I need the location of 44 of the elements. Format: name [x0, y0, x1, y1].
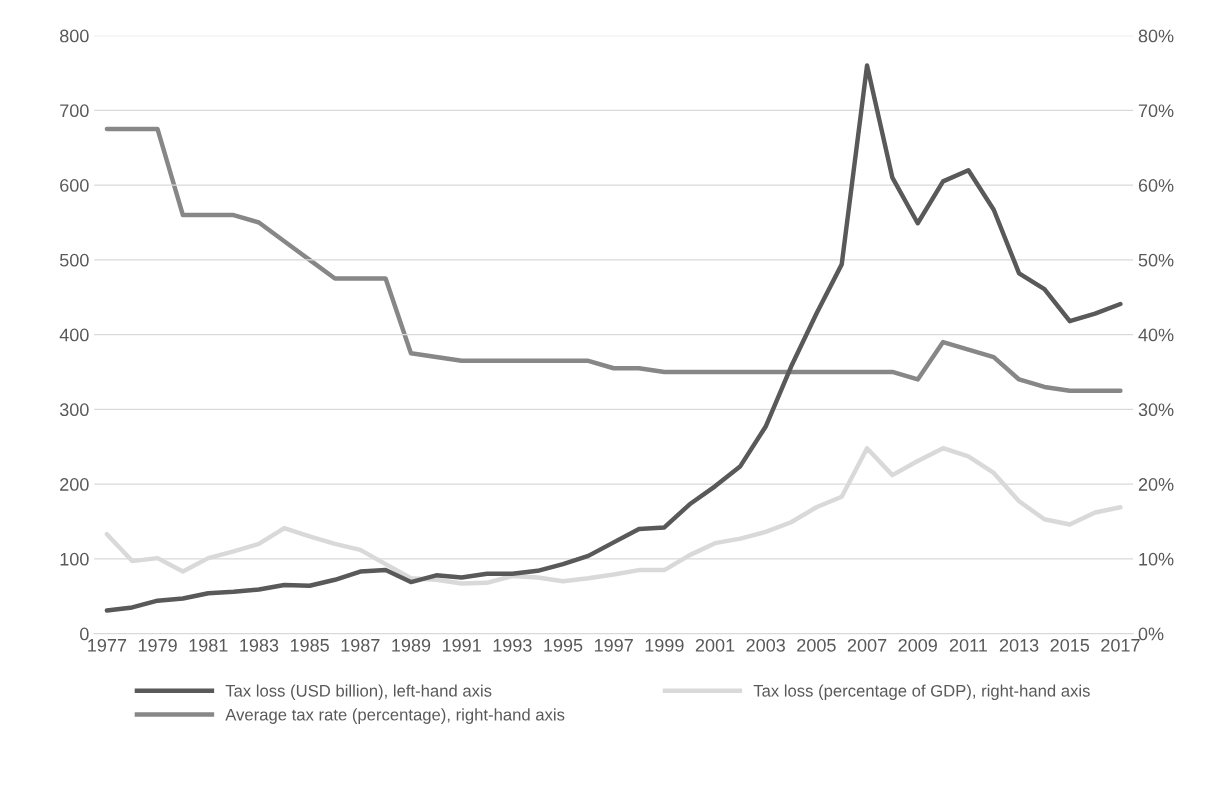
- y-tick-label: 500: [59, 253, 89, 267]
- x-tick-label: 1999: [645, 638, 684, 652]
- y2-tick-label: 40%: [1138, 328, 1174, 342]
- y2-tick-label: 70%: [1138, 104, 1174, 118]
- x-tick-label: 1993: [493, 638, 532, 652]
- x-tick-label: 1989: [392, 638, 431, 652]
- x-tick-label: 1997: [594, 638, 633, 652]
- x-tick-label: 1977: [88, 638, 127, 652]
- line-series: [104, 126, 1123, 393]
- x-tick-label: 2013: [999, 638, 1039, 652]
- y-tick-label: 300: [59, 403, 89, 417]
- y2-tick-label: 0%: [1138, 627, 1164, 641]
- x-tick-label: 1981: [189, 638, 228, 652]
- line-series: [104, 63, 1123, 613]
- y-tick-label: 0: [80, 627, 89, 641]
- y2-tick-label: 20%: [1138, 478, 1174, 491]
- x-tick-label: 2009: [898, 638, 937, 652]
- legend-label: Tax loss (percentage of GDP), right-hand axis: [753, 684, 1090, 701]
- y-tick-label: 200: [60, 478, 89, 491]
- legend-label: Average tax rate (percentage), right-hand axis: [225, 708, 565, 724]
- y2-tick-label: 30%: [1138, 403, 1174, 417]
- y-tick-label: 600: [60, 179, 89, 192]
- x-tick-label: 2003: [746, 638, 785, 652]
- x-tick-label: 2011: [949, 638, 987, 652]
- x-tick-label: 1995: [544, 638, 583, 652]
- x-tick-label: 2007: [847, 638, 887, 652]
- y2-tick-label: 60%: [1138, 179, 1174, 192]
- legend-label: Tax loss (USD billion), left-hand axis: [225, 684, 492, 701]
- x-tick-label: 2001: [695, 638, 735, 652]
- x-tick-label: 1987: [341, 638, 380, 652]
- x-tick-label: 1979: [138, 638, 177, 652]
- x-tick-label: 2015: [1050, 638, 1090, 652]
- y2-tick-label: 50%: [1138, 253, 1174, 267]
- x-tick-label: 1985: [290, 638, 329, 652]
- y-tick-label: 800: [60, 29, 89, 43]
- y2-tick-label: 10%: [1139, 552, 1174, 566]
- x-tick-label: 2005: [797, 638, 836, 652]
- y2-tick-label: 80%: [1138, 29, 1174, 43]
- x-tick-label: 1991: [442, 638, 481, 652]
- y-tick-label: 400: [59, 328, 89, 342]
- y-tick-label: 100: [60, 552, 89, 566]
- x-tick-label: 1983: [240, 638, 279, 652]
- y-tick-label: 700: [60, 104, 89, 118]
- x-tick-label: 2017: [1101, 638, 1140, 652]
